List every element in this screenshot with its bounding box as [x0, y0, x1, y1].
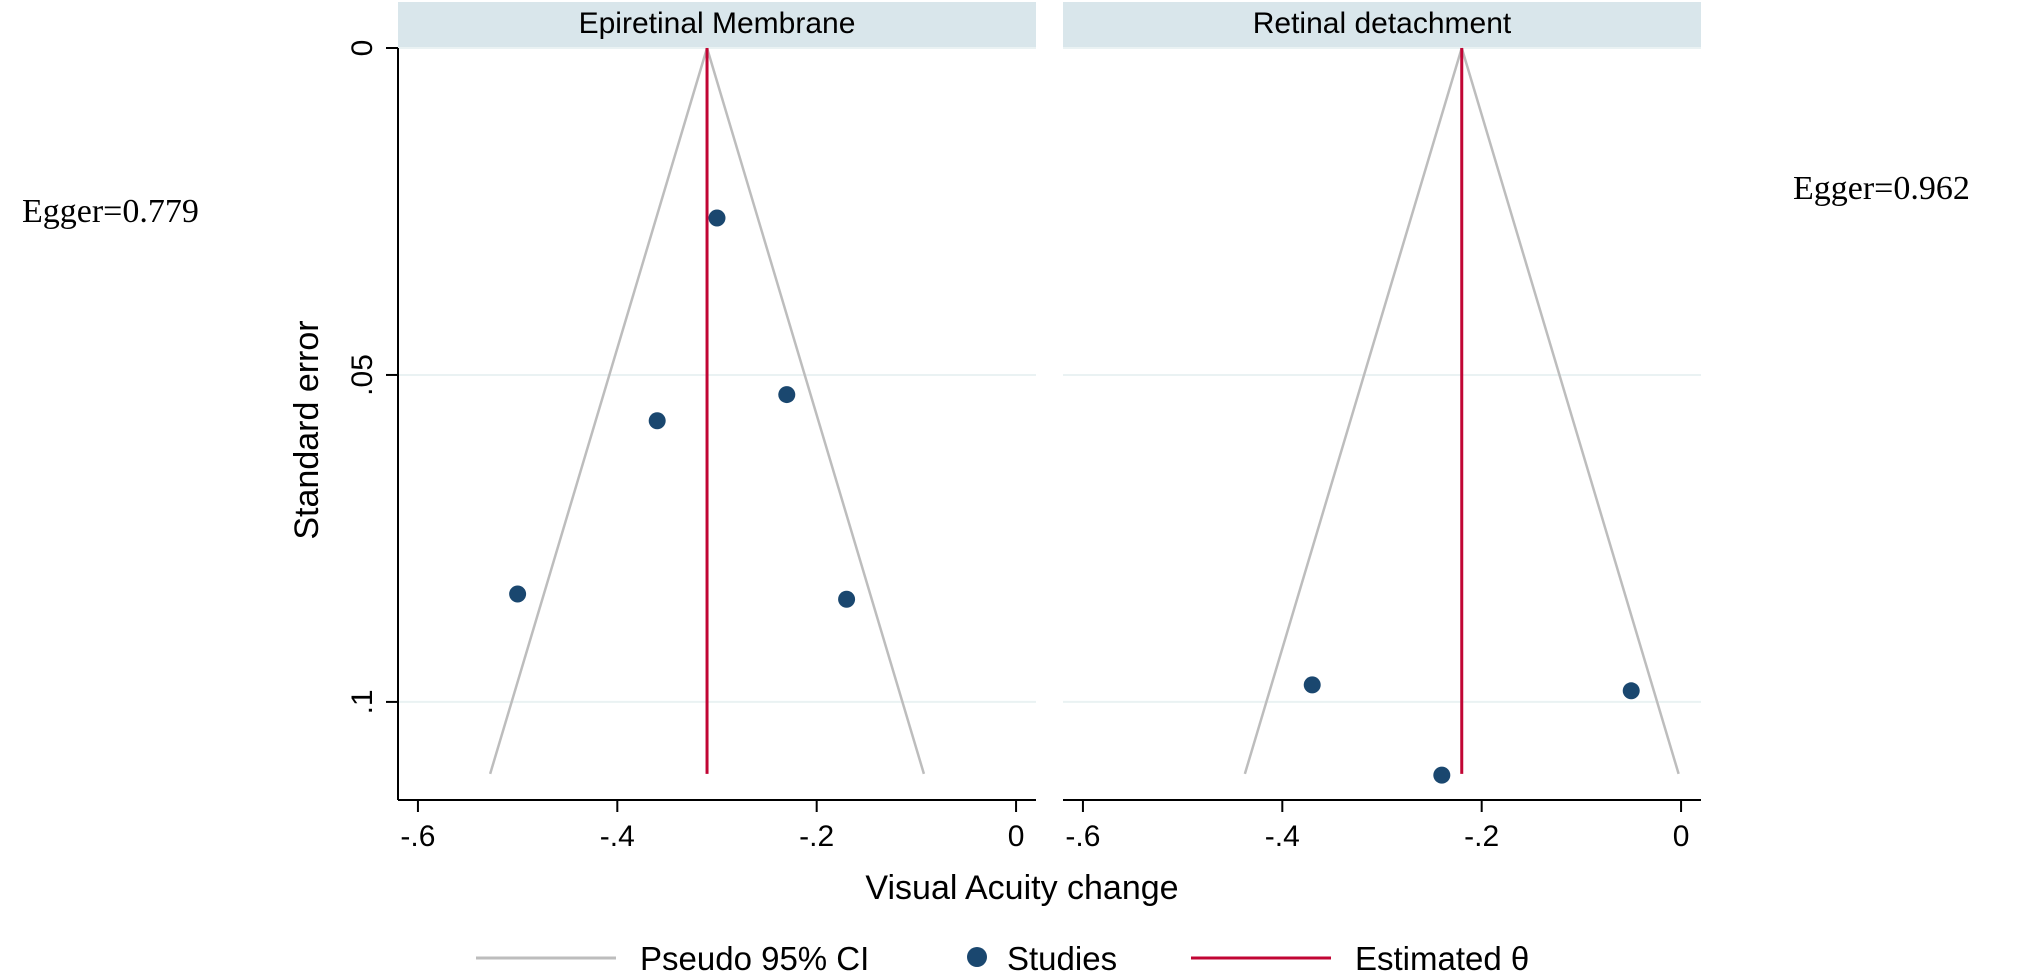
egger-annotation-retinal: Egger=0.962	[1793, 170, 1970, 207]
x-tick-label: -.2	[799, 820, 834, 853]
y-axis-title: Standard error	[288, 320, 326, 539]
x-axis-title: Visual Acuity change	[865, 869, 1178, 907]
study-point	[778, 386, 796, 404]
x-tick-label: -.6	[1065, 820, 1100, 853]
y-tick-label: .1	[346, 689, 379, 714]
panel-epiretinal-membrane: Epiretinal Membrane -.6 -.4 -.2 0 0 .05 .1	[346, 2, 1036, 853]
legend: Pseudo 95% CI Studies Estimated θ	[476, 940, 1529, 977]
study-point	[648, 412, 666, 430]
study-point	[509, 585, 527, 603]
ci-line-left	[488, 47, 709, 775]
x-tick-label: -.4	[600, 820, 635, 853]
x-tick-label: 0	[1008, 820, 1025, 853]
x-ticks: -.6 -.4 -.2 0	[1065, 800, 1689, 853]
study-point	[708, 209, 726, 227]
x-tick-label: -.2	[1464, 820, 1499, 853]
gridlines	[398, 47, 1036, 703]
x-tick-label: -.6	[400, 820, 435, 853]
study-point	[838, 590, 856, 608]
axes	[397, 48, 1036, 801]
pseudo-ci-lines	[488, 47, 926, 775]
y-tick-label: .05	[346, 354, 379, 396]
study-point	[1622, 682, 1640, 700]
study-points	[509, 209, 856, 608]
panel-title: Epiretinal Membrane	[579, 7, 856, 40]
study-points	[1303, 676, 1640, 784]
ci-line-right	[1460, 47, 1680, 775]
study-point	[1303, 676, 1321, 694]
y-ticks: 0 .05 .1	[346, 40, 398, 714]
x-tick-label: -.4	[1265, 820, 1300, 853]
egger-annotation-epiretinal: Egger=0.779	[22, 193, 199, 230]
y-tick-label: 0	[346, 40, 379, 57]
panel-title: Retinal detachment	[1253, 7, 1512, 40]
panel-header	[1063, 2, 1701, 48]
legend-ci-label: Pseudo 95% CI	[640, 940, 869, 977]
legend-estimate-label: Estimated θ	[1355, 940, 1529, 977]
panel-retinal-detachment: Retinal detachment -.6 -.4 -.2 0	[1063, 2, 1701, 853]
ci-line-left	[1243, 47, 1463, 775]
legend-studies-marker	[967, 947, 987, 967]
ci-line-right	[705, 47, 926, 775]
x-ticks: -.6 -.4 -.2 0	[400, 800, 1024, 853]
legend-studies-label: Studies	[1007, 940, 1117, 977]
gridlines	[1063, 47, 1701, 703]
study-point	[1433, 766, 1451, 784]
panel-header	[398, 2, 1036, 48]
pseudo-ci-lines	[1243, 47, 1680, 775]
x-tick-label: 0	[1673, 820, 1690, 853]
